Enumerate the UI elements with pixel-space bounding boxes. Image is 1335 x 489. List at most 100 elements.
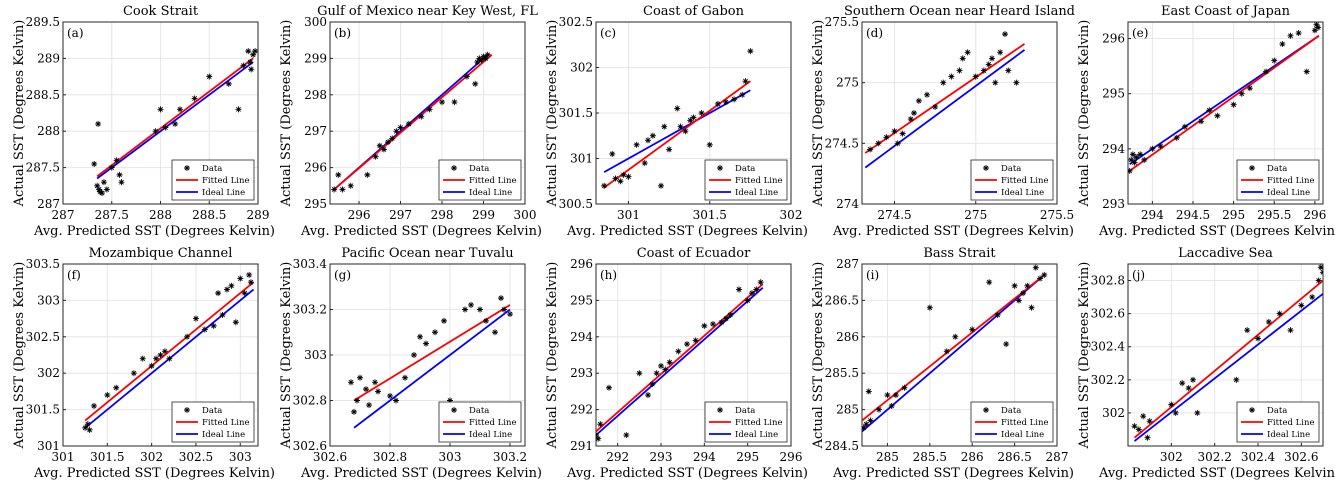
y-tick-label: 292 [570, 403, 593, 417]
data-point [1032, 264, 1039, 271]
x-tick-label: 294 [1141, 208, 1164, 222]
data-point [1206, 107, 1213, 114]
data-point [1024, 282, 1031, 289]
data-point [747, 48, 754, 55]
chart-title: Coast of Ecuador [637, 246, 751, 261]
data-point [862, 424, 867, 431]
panel-label: (d) [866, 26, 883, 40]
subplot-c: 301 301.5 302 300.5 301 301.5 302 302.5 Coast of… [545, 4, 808, 239]
data-point [972, 73, 979, 80]
legend: Data Fitted Line Ideal Line [704, 401, 788, 443]
fitted-line [864, 43, 1026, 154]
data-point [1185, 385, 1192, 392]
data-point [601, 182, 608, 189]
data-point [1303, 68, 1310, 75]
data-point [247, 59, 254, 66]
data-point [992, 79, 999, 86]
data-point [899, 130, 906, 137]
data-point [241, 290, 248, 297]
y-tick-label: 287 [37, 197, 60, 211]
data-point [252, 48, 258, 55]
y-tick-label: 301.5 [26, 403, 60, 417]
data-point [100, 179, 107, 186]
data-point [612, 175, 619, 182]
y-tick-label: 294 [570, 330, 593, 344]
data-point [389, 135, 396, 142]
data-point [739, 91, 746, 98]
data-point [1140, 413, 1147, 420]
data-point [609, 150, 616, 157]
legend-fitted-label: Fitted Line [202, 418, 250, 428]
data-point [641, 160, 648, 167]
data-point [1129, 151, 1136, 158]
axes-box [329, 21, 526, 205]
data-point [980, 67, 987, 74]
subplot-h: 292 293 294 295 296 291 292 293 294 295 296 Coast o… [545, 246, 808, 481]
y-tick-label: 275.5 [825, 15, 859, 29]
legend-data-label: Data [735, 164, 755, 174]
data-point [636, 370, 643, 377]
data-point [727, 311, 734, 318]
legend-data-marker [451, 165, 457, 171]
y-axis-label: Actual SST (Degrees Kelvin) [1077, 262, 1092, 450]
data-point [96, 186, 103, 193]
data-point [1041, 271, 1048, 278]
y-tick-label: 289.5 [26, 15, 60, 29]
data-point [219, 311, 226, 318]
data-point [1244, 327, 1251, 334]
y-tick-label: 300 [304, 15, 327, 29]
data-point [354, 397, 360, 404]
subplot-g: 302.6 302.8 303 303.2 302.6 302.8 303 303.2 303.… [279, 246, 542, 481]
legend-fitted-label: Fitted Line [469, 418, 517, 428]
y-tick-label: 289 [37, 51, 60, 65]
data-point [940, 79, 947, 86]
data-point [423, 340, 429, 347]
x-tick-label: 296 [348, 208, 371, 222]
fitted-line [96, 57, 254, 178]
x-tick-label: 287 [52, 208, 75, 222]
data-point [247, 279, 254, 286]
data-point [397, 124, 404, 131]
x-tick-label: 301 [52, 450, 75, 464]
chart-title: Pacific Ocean near Tuvalu [341, 246, 513, 261]
plot-area [348, 295, 513, 429]
x-axis-label: Avg. Predicted SST (Degrees Kelvin) [33, 466, 275, 481]
x-tick-label: 295 [1222, 208, 1245, 222]
x-tick-label: 292 [606, 450, 629, 464]
data-point [223, 286, 230, 293]
x-axis-label: Avg. Predicted SST (Degrees Kelvin) [832, 466, 1074, 481]
x-tick-label: 294.5 [1176, 208, 1210, 222]
data-point [1172, 409, 1179, 416]
data-point [161, 348, 168, 355]
data-point [405, 120, 412, 127]
plot-area [331, 51, 493, 193]
y-tick-label: 302 [570, 61, 593, 75]
data-point [441, 317, 447, 324]
y-tick-label: 302.5 [26, 330, 60, 344]
data-point [692, 337, 699, 344]
data-point [1168, 401, 1175, 408]
plot-area [91, 48, 258, 197]
legend-data-label: Data [1267, 164, 1287, 174]
data-point [749, 290, 755, 297]
data-point [86, 426, 93, 433]
y-tick-label: 303.4 [293, 257, 328, 271]
data-point [915, 97, 922, 104]
data-point [335, 171, 342, 178]
data-point [348, 379, 354, 386]
legend-data-marker [983, 165, 989, 171]
data-point [1020, 290, 1027, 297]
fitted-line [353, 304, 511, 402]
x-tick-label: 275.5 [1040, 208, 1074, 222]
y-tick-label: 295 [1102, 87, 1125, 101]
data-point [82, 424, 89, 431]
data-point [1013, 79, 1020, 86]
legend-fitted-label: Fitted Line [1001, 418, 1049, 428]
x-tick-label: 302.8 [373, 450, 407, 464]
legend-data-marker [184, 407, 190, 413]
y-tick-label: 274 [836, 197, 859, 211]
data-point [477, 306, 483, 313]
ideal-line [353, 308, 511, 429]
legend-data-label: Data [1267, 406, 1287, 416]
